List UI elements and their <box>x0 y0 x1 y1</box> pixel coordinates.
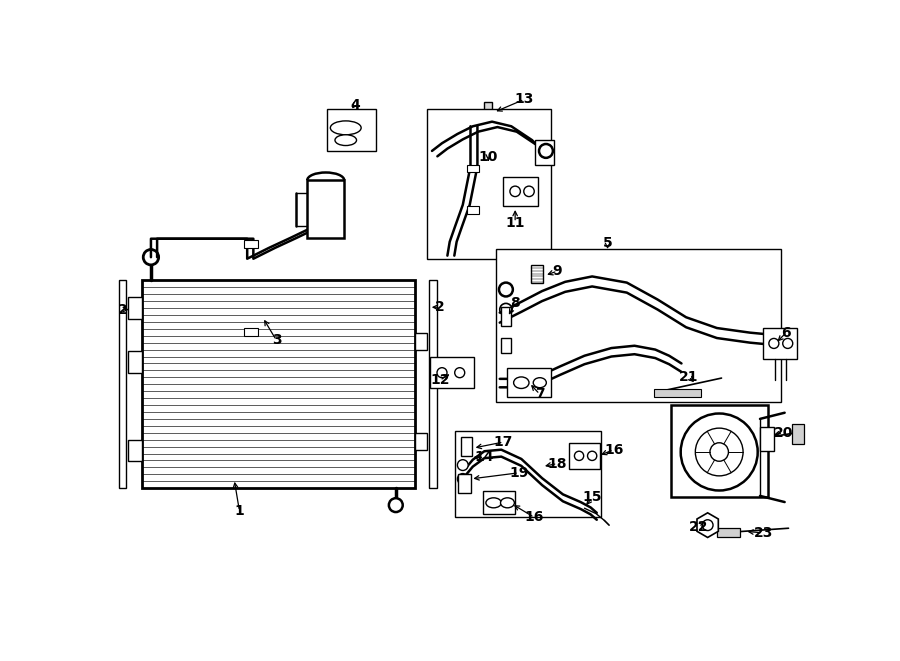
Text: 20: 20 <box>773 426 793 440</box>
Circle shape <box>680 414 758 490</box>
Text: 9: 9 <box>553 264 562 278</box>
Text: 2: 2 <box>118 303 127 317</box>
Bar <box>327 109 376 151</box>
Bar <box>501 338 511 354</box>
Bar <box>455 431 601 518</box>
Bar <box>760 426 774 451</box>
Bar <box>503 177 538 206</box>
Circle shape <box>457 459 468 471</box>
Bar <box>501 307 511 327</box>
Text: 7: 7 <box>535 387 544 401</box>
Bar <box>475 110 499 120</box>
Circle shape <box>769 338 778 348</box>
Circle shape <box>143 249 158 265</box>
Bar <box>128 351 141 373</box>
Polygon shape <box>697 513 718 537</box>
Circle shape <box>389 498 402 512</box>
Text: 4: 4 <box>350 98 360 112</box>
Text: 12: 12 <box>430 373 449 387</box>
Bar <box>530 265 543 284</box>
Text: 14: 14 <box>474 450 494 465</box>
Ellipse shape <box>533 377 546 388</box>
Text: 16: 16 <box>604 443 624 457</box>
Bar <box>763 328 797 359</box>
Ellipse shape <box>335 135 356 145</box>
Bar <box>496 249 781 402</box>
Bar <box>467 206 479 214</box>
Circle shape <box>499 283 513 297</box>
Circle shape <box>454 368 464 377</box>
Bar <box>244 240 258 248</box>
Bar <box>792 424 804 444</box>
Circle shape <box>539 144 553 158</box>
Circle shape <box>783 338 793 348</box>
Bar <box>307 180 344 238</box>
Ellipse shape <box>330 121 361 135</box>
Bar <box>427 109 552 258</box>
Bar <box>467 165 479 173</box>
Text: 23: 23 <box>753 526 773 540</box>
Text: 11: 11 <box>506 215 525 229</box>
Bar <box>141 280 415 488</box>
Text: 8: 8 <box>510 296 520 311</box>
Bar <box>430 358 473 388</box>
Bar <box>461 438 472 456</box>
Circle shape <box>437 368 447 377</box>
Circle shape <box>574 451 584 461</box>
Text: 22: 22 <box>688 520 708 533</box>
Text: 10: 10 <box>479 150 498 164</box>
Circle shape <box>500 303 512 316</box>
Ellipse shape <box>514 377 529 389</box>
Text: 1: 1 <box>235 504 245 518</box>
Bar <box>569 443 599 469</box>
Ellipse shape <box>500 498 515 508</box>
Circle shape <box>457 473 468 485</box>
Text: 2: 2 <box>435 300 445 314</box>
Circle shape <box>702 520 713 531</box>
Bar <box>536 140 554 165</box>
Bar <box>484 102 492 110</box>
Bar <box>458 475 472 493</box>
Bar <box>429 280 436 488</box>
Bar <box>119 280 126 488</box>
Text: 17: 17 <box>494 435 513 449</box>
Text: 15: 15 <box>582 490 602 504</box>
Circle shape <box>696 428 743 476</box>
Text: 13: 13 <box>515 93 534 106</box>
Bar <box>508 368 551 397</box>
Bar <box>128 297 141 319</box>
Bar <box>653 389 701 397</box>
Ellipse shape <box>486 498 501 508</box>
Bar <box>717 528 740 537</box>
Bar <box>670 405 768 498</box>
Bar <box>482 491 515 514</box>
Bar <box>244 328 258 336</box>
Text: 21: 21 <box>679 369 698 383</box>
Text: 5: 5 <box>603 237 612 251</box>
Text: 19: 19 <box>509 466 528 480</box>
Circle shape <box>510 186 520 196</box>
Circle shape <box>710 443 728 461</box>
Text: 6: 6 <box>781 326 791 340</box>
Bar <box>415 433 428 449</box>
Circle shape <box>524 186 535 196</box>
Bar <box>128 440 141 461</box>
Text: 16: 16 <box>525 510 544 524</box>
Text: 18: 18 <box>548 457 567 471</box>
Bar <box>415 332 428 350</box>
Circle shape <box>588 451 597 461</box>
Text: 3: 3 <box>272 333 282 347</box>
